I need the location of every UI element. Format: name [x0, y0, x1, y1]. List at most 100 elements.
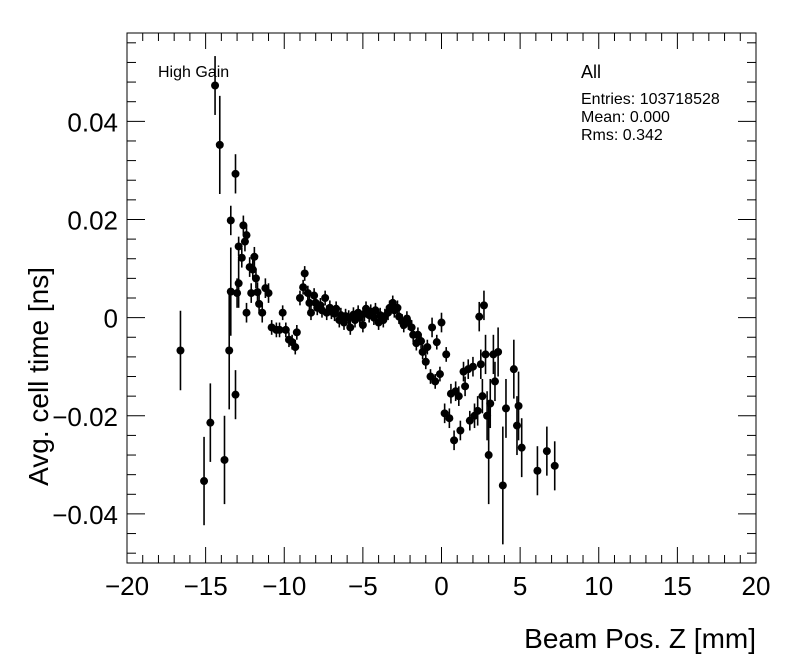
data-point	[533, 466, 542, 475]
data-point	[437, 318, 446, 327]
data-point	[231, 390, 240, 399]
data-point	[479, 301, 488, 310]
data-point	[442, 350, 451, 359]
data-point	[321, 294, 330, 302]
data-point	[306, 308, 315, 317]
data-point	[358, 320, 367, 329]
data-point	[253, 288, 262, 297]
data-point	[428, 323, 437, 332]
data-point	[220, 455, 229, 464]
data-point	[231, 169, 240, 178]
data-point	[226, 287, 235, 296]
data-point	[332, 304, 341, 313]
data-point	[490, 377, 499, 386]
data-point	[346, 323, 355, 332]
x-tick-label: 5	[513, 571, 527, 601]
data-point	[407, 323, 416, 332]
data-point	[486, 399, 495, 408]
data-point	[435, 370, 444, 379]
y-tick-label: −0.02	[52, 402, 118, 432]
y-tick-label: −0.04	[52, 500, 118, 530]
y-tick-label: 0.02	[67, 205, 118, 235]
x-tick-label: 10	[584, 571, 613, 601]
data-point	[291, 343, 300, 352]
data-point	[476, 360, 485, 369]
axis-ticks	[126, 33, 757, 563]
x-tick-label: −15	[184, 571, 228, 601]
data-point	[251, 274, 260, 283]
data-point	[264, 289, 273, 298]
axis-tick-labels: −20 −15 −10 −5 0 5 10 15 20 −0.04 −0.02 0 0.02 0.04	[52, 107, 770, 601]
stats-entries: Entries: 103718528	[581, 91, 720, 108]
data-point	[498, 481, 507, 490]
data-point	[542, 447, 551, 456]
data-point	[484, 451, 493, 460]
data-point	[413, 330, 422, 339]
data-points	[176, 56, 559, 545]
x-tick-label: 0	[434, 571, 448, 601]
data-point	[176, 346, 185, 355]
data-point	[310, 291, 319, 300]
stats-mean: Mean: 0.000	[581, 109, 670, 126]
y-tick-label: 0.04	[67, 107, 118, 137]
x-tick-label: −20	[105, 571, 149, 601]
data-point	[423, 343, 432, 352]
data-point	[250, 252, 259, 261]
data-point	[501, 404, 510, 413]
data-point	[512, 421, 521, 430]
data-point	[454, 392, 463, 401]
data-point	[461, 382, 470, 391]
data-point	[450, 436, 459, 445]
y-axis-title: Avg. cell time [ns]	[23, 267, 54, 486]
data-point	[248, 265, 257, 274]
data-point	[258, 308, 267, 317]
data-point	[234, 279, 243, 288]
data-point	[242, 308, 251, 317]
data-point	[509, 365, 518, 374]
x-axis-title: Beam Pos. Z [mm]	[524, 623, 756, 654]
data-point	[295, 294, 304, 302]
data-point	[275, 325, 284, 334]
data-point	[478, 392, 487, 401]
x-tick-label: −5	[348, 571, 378, 601]
data-point	[514, 401, 523, 410]
stats-box: All Entries: 103718528 Mean: 0.000 Rms: …	[581, 62, 720, 145]
data-point	[475, 312, 484, 321]
data-point	[206, 418, 215, 427]
data-point	[215, 140, 224, 149]
data-point	[494, 347, 503, 356]
data-point	[300, 269, 309, 278]
data-point	[431, 377, 440, 386]
data-point	[468, 362, 477, 371]
data-point	[417, 337, 426, 346]
x-tick-label: 15	[663, 571, 692, 601]
data-point	[237, 253, 246, 262]
data-point	[278, 308, 287, 317]
data-point	[255, 299, 264, 308]
data-point	[305, 298, 314, 307]
data-point	[445, 414, 454, 423]
y-tick-label: 0	[104, 304, 118, 334]
data-point	[550, 461, 559, 470]
stats-rms: Rms: 0.342	[581, 127, 663, 144]
gain-annotation: High Gain	[158, 64, 230, 81]
data-point	[226, 216, 235, 225]
data-point	[481, 350, 490, 359]
data-point	[200, 477, 209, 486]
data-point	[393, 303, 402, 312]
data-point	[456, 426, 465, 435]
data-point	[211, 81, 220, 90]
data-point	[421, 357, 430, 366]
data-point	[299, 283, 308, 292]
x-tick-label: 20	[742, 571, 771, 601]
stats-title: All	[581, 62, 602, 82]
data-point	[303, 289, 312, 298]
data-point	[242, 231, 251, 240]
data-point	[292, 328, 301, 337]
data-point	[234, 242, 243, 251]
data-point	[473, 406, 482, 415]
data-point	[281, 325, 290, 334]
data-point	[225, 346, 234, 355]
x-tick-label: −10	[262, 571, 306, 601]
